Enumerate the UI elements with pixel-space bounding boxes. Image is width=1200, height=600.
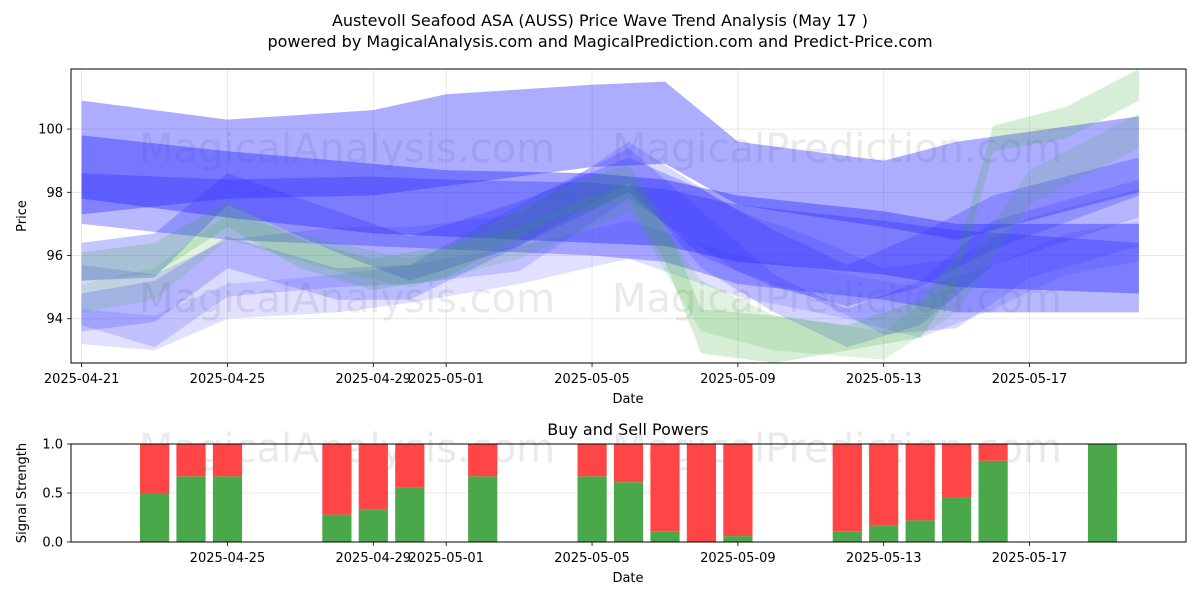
price-x-tick-label: 2025-05-05 [554,372,630,387]
signal-y-ticks: 0.0 0.5 1.0 [42,438,71,551]
price-plot-frame [70,68,1187,364]
buy-bar [358,509,388,542]
buy-bar [869,525,899,542]
signal-x-tick-label: 2025-04-29 [336,551,412,566]
price-x-tick-label: 2025-04-25 [190,372,266,387]
price-y-axis-label: Price [15,200,30,232]
signal-x-tick-label: 2025-05-05 [554,551,630,566]
price-x-axis-label: Date [612,392,643,407]
price-y-ticks: 94 96 98 100 [38,123,71,327]
price-y-tick-label: 94 [46,312,63,327]
buy-bar [212,476,243,542]
price-x-ticks: 2025-04-21 2025-04-25 2025-04-292025-05-01… [44,363,1067,387]
buy-bar [905,520,935,542]
buy-bar [942,497,972,542]
watermark-analysis-mid: MagicalAnalysis.com [139,276,555,322]
watermark-prediction-mid: MagicalPrediction.com [612,276,1062,322]
price-wave-bands [81,69,1139,363]
sell-bar [468,444,498,477]
sell-bar [577,444,607,477]
price-x-tick-label: 2025-05-01 [408,372,484,387]
price-x-tick-label: 2025-05-17 [992,372,1068,387]
price-x-tick-label: 2025-04-21 [44,372,120,387]
signal-y-tick-label: 0.5 [42,487,63,502]
sell-bar [358,444,388,510]
sell-bar [723,444,753,537]
buy-bar [468,476,498,542]
chart-subtitle: powered by MagicalAnalysis.com and Magic… [267,32,932,51]
signal-y-tick-label: 1.0 [42,438,63,453]
buy-bar [978,460,1008,542]
price-x-tick-label: 2025-05-09 [700,372,776,387]
buy-bar [650,531,680,542]
watermark-analysis-top: MagicalAnalysis.com [139,126,555,172]
sell-bar [686,444,716,542]
price-band-wave-1 [81,81,1139,240]
sell-bar [212,444,243,477]
signal-x-tick-label: 2025-04-25 [190,551,266,566]
sell-bar [978,444,1008,461]
signal-x-tick-label: 2025-05-09 [700,551,776,566]
sell-bar [832,444,862,532]
buy-bar [613,482,644,542]
price-plot-area [71,69,1186,363]
buy-bar [140,493,170,542]
price-chart: MagicalAnalysis.com MagicalPrediction.co… [15,68,1187,407]
signal-y-tick-label: 0.0 [42,536,63,551]
buy-bar [577,476,607,542]
signal-x-tick-label: 2025-05-17 [992,551,1068,566]
signal-x-axis-label: Date [612,571,643,586]
buy-bar [723,536,753,542]
buy-bar [832,531,862,542]
buy-bar [322,514,352,542]
sell-bar [140,444,170,493]
signal-chart: Buy and Sell Powers MagicalAnalysis.com … [15,420,1187,586]
sell-bar [395,444,425,488]
buy-bar [176,476,206,542]
signal-bars [140,444,1118,542]
chart-title: Austevoll Seafood ASA (AUSS) Price Wave … [332,11,868,30]
price-gridlines [71,69,1186,363]
price-band-wave-4 [81,157,1139,307]
sell-bar [322,444,352,515]
signal-x-tick-label: 2025-05-13 [846,551,922,566]
watermark-prediction-top: MagicalPrediction.com [612,126,1062,172]
signal-chart-title: Buy and Sell Powers [547,420,709,439]
sell-bar [176,444,206,477]
price-y-tick-label: 96 [46,249,63,264]
price-band-wave-3 [81,173,1139,313]
signal-x-tick-label: 2025-05-01 [408,551,484,566]
sell-bar [869,444,899,526]
sell-bar [942,444,972,498]
price-band-wave-2 [81,135,1139,294]
buy-bar [1087,444,1118,542]
price-watermarks: MagicalAnalysis.com MagicalPrediction.co… [139,126,1062,322]
price-x-tick-label: 2025-04-29 [336,372,412,387]
price-band-wave-6 [81,141,1139,348]
price-band-wave-5 [81,148,1139,348]
sell-bar [905,444,935,521]
price-y-tick-label: 98 [46,186,63,201]
price-band-wave-7 [81,220,1139,351]
sell-bar [613,444,644,483]
buy-bar [395,487,425,542]
price-x-tick-label: 2025-05-13 [846,372,922,387]
sell-bar [650,444,680,532]
price-y-tick-label: 100 [38,123,63,138]
signal-y-axis-label: Signal Strength [15,443,30,543]
price-band-wave-green-2 [81,113,1139,360]
